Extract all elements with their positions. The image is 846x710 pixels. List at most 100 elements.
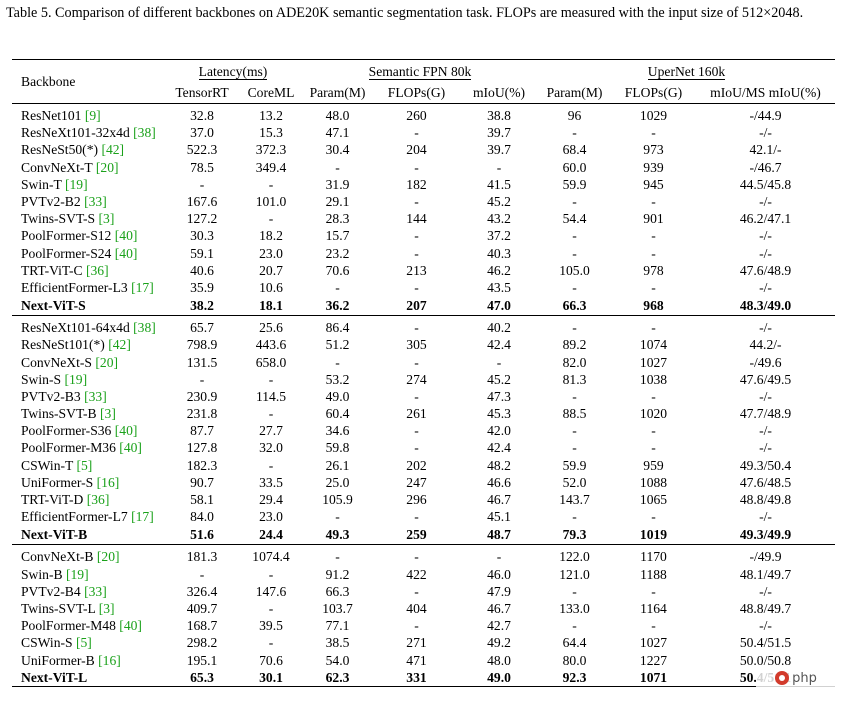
header-col: Param(M) bbox=[302, 82, 373, 104]
value-cell: 40.2 bbox=[487, 320, 511, 336]
header-column-row: TensorRT CoreML Param(M) FLOPs(G) mIoU(%… bbox=[12, 82, 835, 104]
value-cell: 44.5/45.8 bbox=[739, 176, 792, 192]
value-cell: 48.2 bbox=[487, 457, 511, 473]
value-cell: 658.0 bbox=[255, 354, 287, 370]
value-cell: 25.6 bbox=[259, 320, 283, 336]
citation-link[interactable]: [17] bbox=[131, 279, 154, 295]
citation-link[interactable]: [40] bbox=[114, 423, 138, 439]
value-cell: 1088 bbox=[639, 474, 668, 490]
backbone-name-cell: Swin-S [19] bbox=[12, 371, 164, 388]
citation-link[interactable]: [16] bbox=[96, 474, 120, 490]
citation-link[interactable]: [3] bbox=[100, 406, 116, 422]
citation-link[interactable]: [33] bbox=[84, 194, 107, 210]
citation-link[interactable]: [40] bbox=[119, 440, 142, 456]
value-cell: 48.1/49.7 bbox=[739, 566, 792, 582]
citation-link[interactable]: [38] bbox=[133, 320, 156, 336]
backbone-name: ResNeXt101-32x4d bbox=[21, 125, 130, 141]
value-cell: - bbox=[335, 279, 340, 295]
citation-link[interactable]: [5] bbox=[75, 635, 92, 651]
citation-link[interactable]: [40] bbox=[119, 618, 142, 634]
value-cell: 58.1 bbox=[190, 492, 214, 508]
value-cell: 96 bbox=[567, 108, 582, 124]
header-col: CoreML bbox=[240, 82, 302, 104]
header-col: mIoU/MS mIoU(%) bbox=[696, 82, 835, 104]
citation-link[interactable]: [5] bbox=[76, 457, 93, 473]
value-cell: - bbox=[268, 211, 274, 227]
table-row: Swin-B [19] - - 91.2 422 46.0 121.0 1188 48.1/49… bbox=[12, 566, 835, 583]
citation-link[interactable]: [20] bbox=[95, 354, 119, 370]
backbone-name-cell: PoolFormer-S36 [40] bbox=[12, 422, 164, 439]
value-cell: 103.7 bbox=[322, 600, 353, 616]
value-cell: 89.2 bbox=[562, 337, 587, 353]
backbone-name-cell: TRT-ViT-C [36] bbox=[12, 262, 164, 279]
value-cell: 47.6/48.5 bbox=[739, 474, 792, 490]
backbone-name-cell: ResNet101 [9] bbox=[12, 104, 164, 125]
citation-link[interactable]: [33] bbox=[84, 388, 107, 404]
table-row: PoolFormer-S24 [40] 59.1 23.0 23.2 - 40.3 - - -/… bbox=[12, 245, 835, 262]
backbone-name: EfficientFormer-L7 bbox=[21, 509, 128, 525]
value-cell: 443.6 bbox=[255, 337, 287, 353]
citation-link[interactable]: [33] bbox=[84, 583, 107, 599]
value-cell: 30.4 bbox=[325, 142, 350, 158]
table-row: Swin-S [19] - - 53.2 274 45.2 81.3 1038 47.6/49.… bbox=[12, 371, 835, 388]
header-latency: Latency(ms) bbox=[164, 59, 302, 82]
value-cell: - bbox=[268, 457, 274, 473]
citation-link[interactable]: [3] bbox=[98, 600, 115, 616]
citation-link[interactable]: [40] bbox=[114, 245, 138, 261]
watermark-text: php bbox=[792, 670, 817, 686]
backbone-name-cell: Swin-T [19] bbox=[12, 176, 164, 193]
citation-link[interactable]: [42] bbox=[108, 337, 131, 353]
header-semantic-fpn-label: Semantic FPN 80k bbox=[368, 63, 472, 80]
citation-link[interactable]: [19] bbox=[64, 176, 88, 192]
citation-link[interactable]: [9] bbox=[84, 108, 101, 124]
backbone-name: ResNeSt101(*) bbox=[21, 337, 105, 353]
value-cell: -/- bbox=[759, 509, 772, 525]
value-cell: 42.1/- bbox=[749, 142, 782, 158]
citation-link[interactable]: [42] bbox=[101, 142, 125, 158]
value-cell: - bbox=[651, 509, 656, 525]
citation-link[interactable]: [40] bbox=[114, 228, 138, 244]
citation-link[interactable]: [17] bbox=[131, 509, 154, 525]
header-group-row: Backbone Latency(ms) Semantic FPN 80k Up… bbox=[12, 59, 835, 104]
value-cell: 42.4 bbox=[487, 440, 511, 456]
citation-link[interactable]: [36] bbox=[86, 492, 110, 508]
citation-link[interactable]: [19] bbox=[64, 371, 88, 387]
table-row: UniFormer-B [16] 195.1 70.6 54.0 471 48.0 80.0… bbox=[12, 651, 835, 668]
backbone-name: ConvNeXt-B bbox=[21, 549, 94, 565]
value-cell: 48.7 bbox=[460, 525, 538, 546]
backbone-name-cell: CSWin-S [5] bbox=[12, 634, 164, 651]
value-cell: 1227 bbox=[639, 652, 668, 668]
value-cell: 349.4 bbox=[255, 159, 287, 175]
citation-link[interactable]: [19] bbox=[65, 566, 89, 582]
value-cell: - bbox=[572, 279, 577, 295]
backbone-name-cell: ConvNeXt-S [20] bbox=[12, 353, 164, 370]
value-cell: 1188 bbox=[640, 566, 667, 582]
table-caption: Table 5. Comparison of different backbon… bbox=[6, 5, 804, 21]
value-cell: 66.3 bbox=[538, 296, 611, 317]
value-cell: 46.2/47.1 bbox=[739, 211, 792, 227]
value-cell: - bbox=[414, 354, 419, 370]
backbone-name-cell: PVTv2-B3 [33] bbox=[12, 388, 164, 405]
backbone-name-cell: PoolFormer-S24 [40] bbox=[12, 245, 164, 262]
citation-link[interactable]: [38] bbox=[133, 125, 156, 141]
value-cell: -/44.9 bbox=[749, 108, 782, 124]
value-cell: - bbox=[414, 440, 419, 456]
value-cell: 1071 bbox=[611, 668, 696, 687]
value-cell: 54.4 bbox=[562, 211, 587, 227]
citation-link[interactable]: [36] bbox=[85, 262, 109, 278]
value-cell: 47.3 bbox=[487, 388, 511, 404]
value-cell: - bbox=[414, 245, 419, 261]
backbone-name: PoolFormer-M48 bbox=[21, 618, 116, 634]
citation-link[interactable]: [20] bbox=[95, 159, 119, 175]
table-row: PVTv2-B3 [33] 230.9 114.5 49.0 - 47.3 - - -/- bbox=[12, 388, 835, 405]
citation-link[interactable]: [3] bbox=[98, 211, 115, 227]
value-cell: 422 bbox=[406, 566, 427, 582]
citation-link[interactable]: [16] bbox=[98, 652, 121, 668]
value-cell: 49.0 bbox=[460, 668, 538, 687]
citation-link[interactable]: [20] bbox=[96, 549, 120, 565]
value-cell: - bbox=[414, 320, 419, 336]
table-row: Twins-SVT-L [3] 409.7 - 103.7 404 46.7 133.0 11… bbox=[12, 600, 835, 617]
value-cell: -/- bbox=[759, 320, 772, 336]
value-cell: 30.1 bbox=[240, 668, 302, 687]
value-cell: 62.3 bbox=[302, 668, 373, 687]
